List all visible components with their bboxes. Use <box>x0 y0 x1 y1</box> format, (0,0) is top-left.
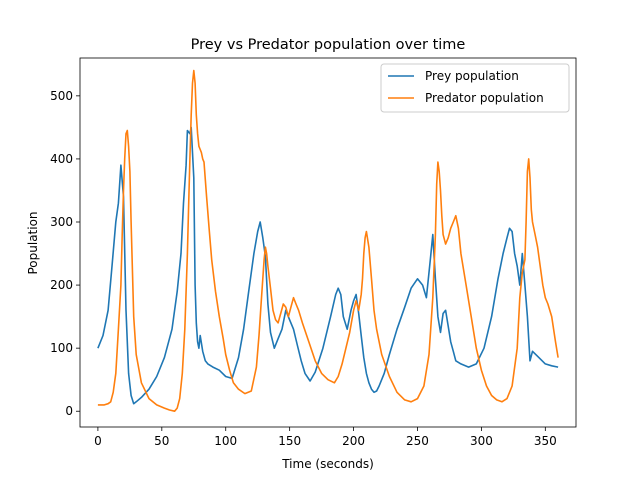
x-tick-label: 150 <box>278 434 301 448</box>
x-tick-label: 250 <box>406 434 429 448</box>
legend-label-predator: Predator population <box>425 91 544 105</box>
y-tick-label: 0 <box>65 404 73 418</box>
y-tick-label: 500 <box>50 89 73 103</box>
y-tick-label: 200 <box>50 278 73 292</box>
x-tick-label: 350 <box>534 434 557 448</box>
x-axis-label: Time (seconds) <box>281 457 374 471</box>
series-line-prey <box>97 126 559 405</box>
plot-frame <box>79 57 577 428</box>
legend-label-prey: Prey population <box>425 69 519 83</box>
y-axis-label: Population <box>26 211 40 274</box>
legend: Prey population Predator population <box>380 63 570 113</box>
x-tick-label: 300 <box>470 434 493 448</box>
y-axis: 0 100 200 300 400 500 <box>50 89 80 418</box>
y-tick-label: 100 <box>50 341 73 355</box>
y-tick-label: 300 <box>50 215 73 229</box>
x-tick-label: 50 <box>154 434 169 448</box>
x-tick-label: 100 <box>214 434 237 448</box>
series-line-predator <box>97 69 559 412</box>
plot-lines <box>97 69 559 412</box>
legend-box <box>380 63 570 113</box>
y-tick-label: 400 <box>50 152 73 166</box>
x-tick-label: 0 <box>94 434 102 448</box>
x-axis: 0 50 100 150 200 250 300 350 <box>94 427 557 448</box>
x-tick-label: 200 <box>342 434 365 448</box>
chart-title: Prey vs Predator population over time <box>191 37 466 53</box>
